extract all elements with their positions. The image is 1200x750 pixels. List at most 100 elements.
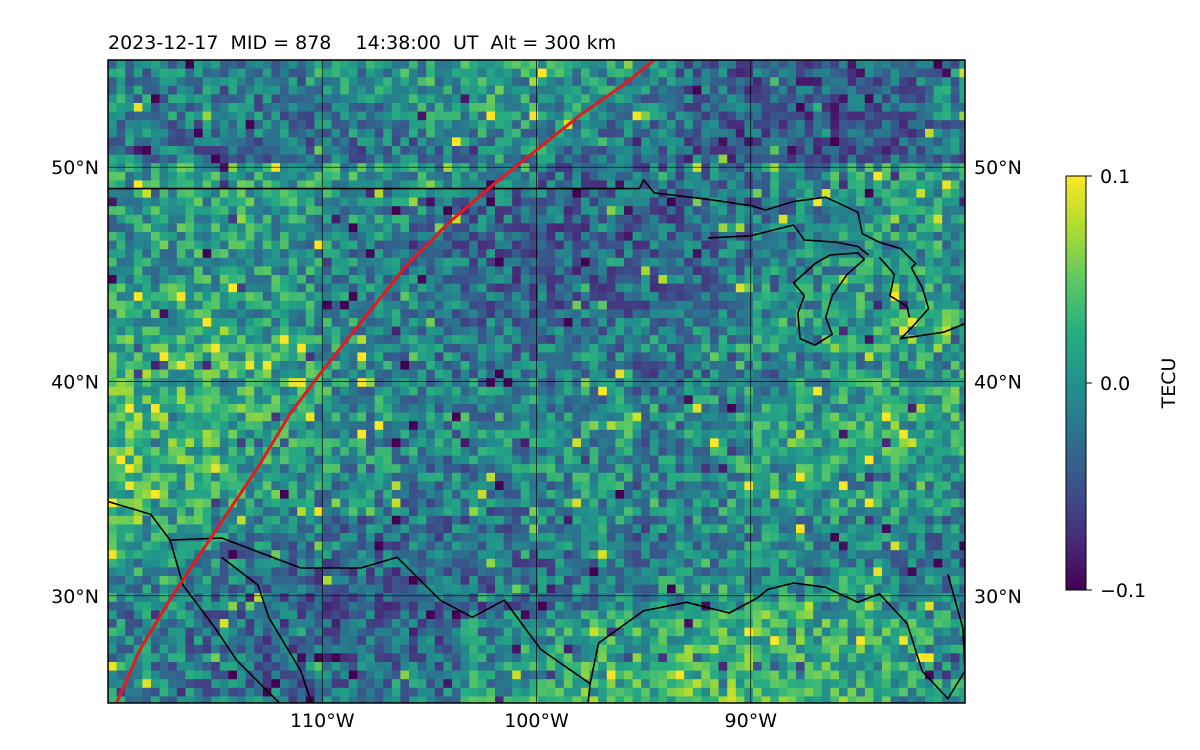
heatmap-cell	[452, 438, 461, 448]
heatmap-cell	[684, 421, 694, 431]
heatmap-cell	[555, 163, 565, 173]
heatmap-cell	[340, 206, 350, 216]
heatmap-cell	[581, 214, 590, 224]
heatmap-cell	[288, 154, 298, 164]
heatmap-cell	[133, 309, 143, 319]
heatmap-cell	[194, 447, 203, 456]
heatmap-cell	[245, 249, 255, 259]
heatmap-cell	[520, 361, 530, 370]
heatmap-cell	[383, 335, 393, 345]
heatmap-cell	[434, 146, 444, 155]
heatmap-cell	[538, 283, 547, 293]
heatmap-cell	[314, 352, 324, 362]
heatmap-cell	[847, 464, 857, 474]
heatmap-cell	[787, 189, 797, 198]
heatmap-cell	[460, 412, 470, 422]
heatmap-cell	[400, 300, 410, 310]
heatmap-cell	[546, 214, 556, 224]
tec-heatmap	[108, 60, 965, 703]
heatmap-cell	[658, 292, 668, 302]
heatmap-cell	[288, 120, 298, 130]
heatmap-cell	[297, 85, 307, 95]
heatmap-cell	[348, 249, 358, 259]
heatmap-cell	[168, 206, 178, 216]
heatmap-cell	[649, 283, 659, 293]
heatmap-cell	[202, 318, 212, 327]
heatmap-cell	[890, 68, 900, 78]
heatmap-cell	[245, 85, 255, 95]
heatmap-cell	[400, 481, 410, 491]
heatmap-cell	[142, 438, 152, 448]
heatmap-cell	[735, 472, 745, 482]
heatmap-cell	[151, 455, 160, 465]
heatmap-cell	[563, 223, 573, 233]
heatmap-cell	[314, 481, 324, 491]
heatmap-cell	[770, 481, 780, 491]
heatmap-cell	[529, 189, 539, 198]
heatmap-cell	[262, 429, 272, 439]
heatmap-cell	[701, 154, 711, 164]
heatmap-cell	[366, 94, 375, 104]
heatmap-cell	[864, 214, 874, 224]
heatmap-cell	[271, 111, 281, 121]
heatmap-cell	[718, 292, 728, 302]
heatmap-cell	[409, 275, 418, 284]
heatmap-cell	[185, 257, 195, 267]
heatmap-cell	[116, 335, 126, 345]
heatmap-cell	[116, 128, 126, 138]
heatmap-cell	[753, 266, 762, 276]
heatmap-cell	[176, 206, 186, 216]
heatmap-cell	[211, 386, 221, 396]
heatmap-cell	[899, 68, 909, 78]
heatmap-cell	[443, 318, 453, 327]
heatmap-cell	[331, 447, 341, 456]
heatmap-cell	[202, 180, 212, 190]
heatmap-cell	[417, 429, 427, 439]
heatmap-cell	[796, 163, 805, 173]
heatmap-cell	[839, 60, 848, 69]
heatmap-cell	[151, 240, 160, 250]
heatmap-cell	[116, 404, 126, 413]
heatmap-cell	[890, 361, 900, 370]
heatmap-cell	[856, 438, 866, 448]
heatmap-cell	[383, 163, 393, 173]
heatmap-cell	[228, 335, 238, 345]
heatmap-cell	[546, 249, 556, 259]
heatmap-cell	[323, 111, 332, 121]
heatmap-cell	[348, 386, 358, 396]
heatmap-cell	[503, 455, 513, 465]
heatmap-cell	[701, 137, 711, 147]
heatmap-cell	[288, 309, 298, 319]
heatmap-cell	[486, 171, 496, 181]
heatmap-cell	[864, 378, 874, 388]
heatmap-cell	[804, 421, 814, 431]
heatmap-cell	[228, 464, 238, 474]
heatmap-cell	[305, 421, 315, 431]
heatmap-cell	[331, 464, 341, 474]
heatmap-cell	[477, 309, 487, 319]
heatmap-cell	[701, 395, 711, 405]
heatmap-cell	[615, 464, 625, 474]
heatmap-cell	[159, 447, 169, 456]
heatmap-cell	[219, 214, 229, 224]
heatmap-cell	[916, 472, 926, 482]
heatmap-cell	[727, 103, 737, 112]
heatmap-cell	[288, 180, 298, 190]
heatmap-cell	[615, 197, 625, 207]
heatmap-cell	[194, 481, 203, 491]
heatmap-cell	[942, 412, 952, 422]
heatmap-cell	[899, 146, 909, 155]
heatmap-cell	[959, 275, 965, 284]
heatmap-cell	[727, 180, 737, 190]
heatmap-cell	[538, 361, 547, 370]
heatmap-cell	[116, 249, 126, 259]
heatmap-cell	[176, 240, 186, 250]
heatmap-cell	[933, 77, 943, 87]
heatmap-cell	[581, 85, 590, 95]
heatmap-cell	[237, 68, 246, 78]
heatmap-cell	[873, 111, 883, 121]
heatmap-cell	[563, 361, 573, 370]
heatmap-cell	[907, 421, 917, 431]
heatmap-cell	[271, 103, 281, 112]
heatmap-cell	[426, 171, 436, 181]
